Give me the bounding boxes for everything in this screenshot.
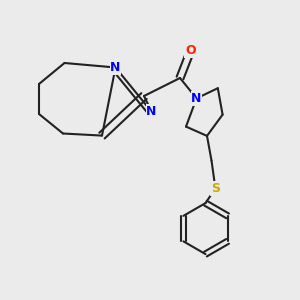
Text: N: N [110,61,121,74]
Text: S: S [211,182,220,195]
Text: N: N [146,105,157,118]
Text: N: N [191,92,202,105]
Text: O: O [185,44,196,58]
